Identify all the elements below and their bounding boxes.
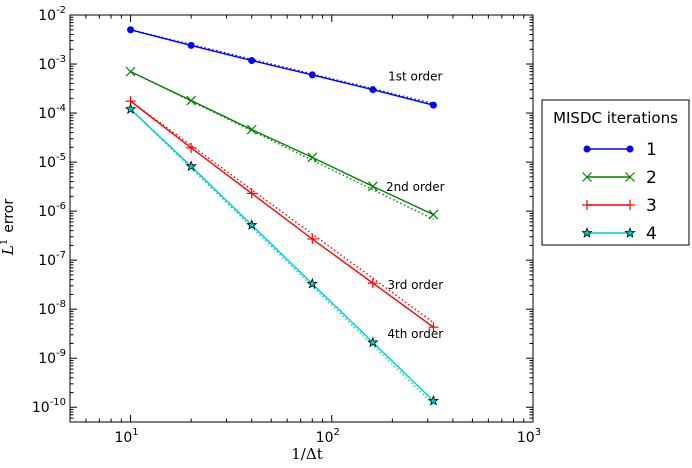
order-annotation: 2nd order: [386, 180, 445, 194]
data-point: [246, 188, 257, 199]
marker-stroke: [428, 209, 439, 220]
data-point: [186, 142, 197, 153]
legend-marker: [582, 200, 592, 210]
reference-line-order-3: [130, 100, 434, 324]
marker-stroke: [307, 152, 318, 163]
y-tick-label: 10-8: [38, 299, 66, 318]
x-axis-label: 1/Δt: [291, 445, 322, 463]
series-4: [124, 103, 440, 406]
data-point: [186, 95, 197, 106]
series-1: [127, 26, 437, 109]
marker-stroke: [582, 172, 592, 182]
legend-marker: [625, 200, 635, 210]
legend-entry-4: 4: [581, 224, 657, 244]
y-tick-label: 10-3: [38, 54, 66, 73]
y-tick-label: 10-5: [38, 152, 66, 171]
data-point: [427, 394, 440, 406]
data-point: [307, 152, 318, 163]
data-point: [308, 71, 316, 79]
legend-label: 3: [646, 196, 657, 216]
data-point: [428, 209, 439, 220]
data-point: [369, 86, 377, 94]
series-2: [125, 66, 439, 220]
data-point: [367, 181, 378, 192]
legend-title: MISDC iterations: [553, 109, 678, 127]
data-point: [367, 278, 378, 289]
x-tick-label: 103: [517, 427, 541, 446]
data-point: [306, 277, 318, 289]
legend-marker: [626, 145, 634, 153]
data-point: [127, 26, 135, 34]
y-axis-label-rest: error: [1, 199, 17, 233]
data-point: [248, 57, 256, 65]
legend-box: [541, 99, 690, 246]
legend-entry-2: 2: [582, 168, 657, 188]
data-point: [428, 322, 439, 333]
y-axis-label-main: L: [0, 245, 17, 256]
svg-text:L1error: L1 error: [0, 199, 17, 256]
legend-marker: [625, 172, 635, 182]
plot-area: 101 102 103 10-10 10-9 10-8 10-7 10-6 10-5 10-4 10…: [32, 5, 541, 446]
legend-entry-3: 3: [582, 196, 657, 216]
series-3: [125, 96, 439, 333]
order-annotation: 1st order: [388, 70, 442, 84]
series-line-3: [130, 100, 434, 328]
y-tick-label: 10-6: [38, 201, 66, 220]
data-point: [246, 219, 258, 230]
legend-label: 1: [646, 140, 657, 160]
data-point: [367, 336, 379, 348]
legend: MISDC iterations 1 2 3 4: [541, 99, 690, 246]
series-line-2: [130, 70, 434, 216]
legend-marker: [582, 172, 592, 182]
data-point: [124, 103, 137, 114]
data-point: [429, 101, 437, 109]
legend-entry-1: 1: [583, 140, 657, 160]
order-annotation: 4th order: [387, 327, 443, 341]
reference-line-order-4: [130, 108, 434, 405]
legend-marker: [624, 227, 636, 238]
legend-label: 2: [646, 168, 657, 188]
order-annotation: 3rd order: [387, 278, 443, 292]
legend-label: 4: [646, 224, 657, 244]
marker-stroke: [625, 172, 635, 182]
y-axis-label: L1 error: [0, 199, 17, 256]
y-tick-label: 10-9: [38, 348, 66, 367]
data-point: [125, 66, 136, 77]
series-line-4: [130, 108, 434, 402]
data-point: [187, 41, 195, 49]
data-point: [246, 124, 257, 135]
y-axis-label-sup: 1: [0, 239, 10, 245]
legend-marker: [581, 227, 593, 238]
data-point: [185, 160, 197, 172]
y-tick-label: 10-2: [38, 5, 66, 24]
x-tick-label: 101: [114, 427, 138, 446]
y-tick-label: 10-10: [32, 397, 66, 416]
marker-stroke: [125, 66, 136, 77]
marker-stroke: [186, 95, 197, 106]
data-point: [307, 234, 318, 245]
y-tick-label: 10-4: [38, 103, 66, 122]
marker-stroke: [367, 181, 378, 192]
y-tick-label: 10-7: [38, 250, 66, 269]
legend-marker: [583, 145, 591, 153]
marker-stroke: [246, 124, 257, 135]
series-line-1: [130, 29, 434, 106]
x-tick-label: 102: [316, 427, 340, 446]
